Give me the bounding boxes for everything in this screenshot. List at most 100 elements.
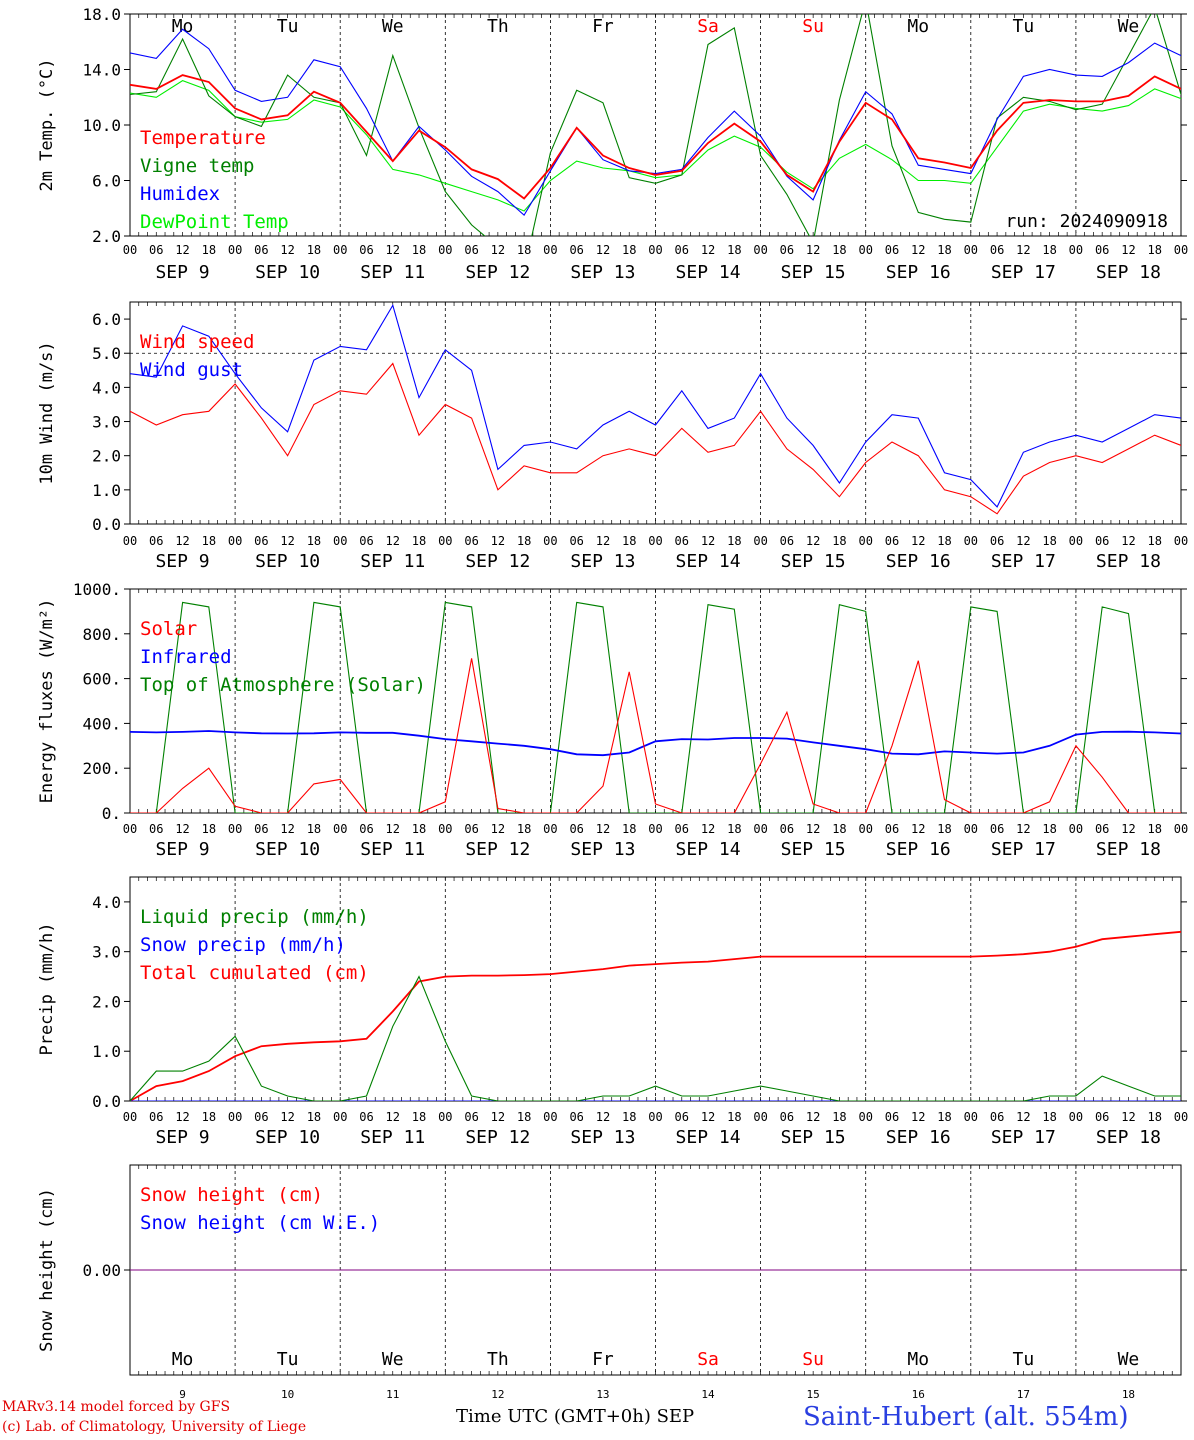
hour-tick-label: 12 xyxy=(1121,534,1135,548)
hour-tick-label: 06 xyxy=(254,1110,268,1124)
series-line-liquid-precip-mm-h xyxy=(130,975,1181,1101)
hour-tick-label: 12 xyxy=(1016,534,1030,548)
hour-tick-label: 06 xyxy=(464,1110,478,1124)
day-of-week-label: Sa xyxy=(697,1349,719,1370)
date-label: SEP 17 xyxy=(991,551,1056,572)
hour-tick-label: 06 xyxy=(885,534,899,548)
legend-entry: Snow height (cm) xyxy=(140,1184,323,1206)
hour-tick-label: 18 xyxy=(202,534,216,548)
hour-tick-label: 00 xyxy=(228,1110,242,1124)
day-number-label: 12 xyxy=(491,1388,504,1401)
hour-tick-label: 18 xyxy=(307,534,321,548)
legend-entry: Temperature xyxy=(140,127,266,149)
y-tick-label: 200. xyxy=(82,759,121,778)
hour-tick-label: 18 xyxy=(517,822,531,836)
x-axis-title: Time UTC (GMT+0h) SEP xyxy=(456,1406,695,1427)
hour-tick-label: 00 xyxy=(228,243,242,257)
y-tick-label: 1000. xyxy=(73,580,121,599)
date-label: SEP 13 xyxy=(570,262,635,283)
y-tick-label: 18.0 xyxy=(82,5,121,24)
hour-tick-label: 00 xyxy=(648,243,662,257)
date-label: SEP 10 xyxy=(255,551,320,572)
hour-tick-label: 00 xyxy=(543,534,557,548)
date-label: SEP 15 xyxy=(781,262,846,283)
hour-tick-label: 00 xyxy=(123,243,137,257)
hour-tick-label: 12 xyxy=(806,243,820,257)
hour-tick-label: 00 xyxy=(858,822,872,836)
hour-tick-label: 06 xyxy=(675,243,689,257)
hour-tick-label: 12 xyxy=(280,243,294,257)
legend-entry: Liquid precip (mm/h) xyxy=(140,906,369,928)
day-number-label: 9 xyxy=(179,1388,186,1401)
date-label: SEP 9 xyxy=(155,1127,209,1148)
hour-tick-label: 00 xyxy=(1174,1110,1188,1124)
hour-tick-label: 18 xyxy=(412,534,426,548)
hour-tick-label: 00 xyxy=(964,534,978,548)
hour-tick-label: 00 xyxy=(964,1110,978,1124)
hour-tick-label: 06 xyxy=(1095,243,1109,257)
hour-tick-label: 12 xyxy=(806,534,820,548)
day-of-week-label: Mo xyxy=(172,16,194,37)
hour-tick-label: 06 xyxy=(990,243,1004,257)
hour-tick-label: 00 xyxy=(438,822,452,836)
date-label: SEP 12 xyxy=(465,551,530,572)
hour-tick-label: 12 xyxy=(701,243,715,257)
hour-tick-label: 12 xyxy=(175,822,189,836)
hour-tick-label: 18 xyxy=(1147,822,1161,836)
day-of-week-label: Tu xyxy=(1013,16,1035,37)
day-of-week-label: Th xyxy=(487,16,509,37)
y-tick-label: 2.0 xyxy=(92,992,121,1011)
hour-tick-label: 06 xyxy=(1095,534,1109,548)
hour-tick-label: 12 xyxy=(491,822,505,836)
y-tick-label: 10.0 xyxy=(82,116,121,135)
y-tick-label: 0. xyxy=(102,804,121,823)
run-annotation: run: 2024090918 xyxy=(1005,211,1168,232)
day-of-week-label: Tu xyxy=(1013,1349,1035,1370)
hour-tick-label: 12 xyxy=(911,822,925,836)
y-tick-label: 6.0 xyxy=(92,310,121,329)
hour-tick-label: 18 xyxy=(622,822,636,836)
y-tick-label: 3.0 xyxy=(92,413,121,432)
hour-tick-label: 18 xyxy=(202,822,216,836)
legend-entry: Solar xyxy=(140,618,197,640)
y-tick-label: 6.0 xyxy=(92,172,121,191)
day-number-label: 11 xyxy=(386,1388,399,1401)
day-of-week-label: Tu xyxy=(277,16,299,37)
legend-entry: Infrared xyxy=(140,646,232,668)
date-label: SEP 9 xyxy=(155,551,209,572)
hour-tick-label: 00 xyxy=(1069,822,1083,836)
y-tick-label: 2.0 xyxy=(92,227,121,246)
y-tick-label: 4.0 xyxy=(92,893,121,912)
y-tick-label: 600. xyxy=(82,670,121,689)
panel-energy: 0. 200. 400. 600. 800. 1000. Energy fluxes (W/… xyxy=(37,580,1188,860)
hour-tick-label: 06 xyxy=(464,534,478,548)
hour-tick-label: 06 xyxy=(569,534,583,548)
date-label: SEP 10 xyxy=(255,839,320,860)
legend-entry: Humidex xyxy=(140,183,220,205)
day-of-week-label: Su xyxy=(802,1349,824,1370)
hour-tick-label: 06 xyxy=(990,1110,1004,1124)
day-of-week-label: Fr xyxy=(592,1349,614,1370)
date-label: SEP 18 xyxy=(1096,1127,1161,1148)
hour-tick-label: 06 xyxy=(675,1110,689,1124)
day-number-label: 15 xyxy=(807,1388,820,1401)
day-of-week-label: Mo xyxy=(907,16,929,37)
series-line-total-cumulated-cm xyxy=(130,930,1181,1101)
hour-tick-label: 00 xyxy=(228,534,242,548)
series-line-infrared xyxy=(130,730,1181,757)
hour-tick-label: 06 xyxy=(254,243,268,257)
hour-tick-label: 00 xyxy=(438,534,452,548)
hour-tick-label: 12 xyxy=(1016,822,1030,836)
day-of-week-label: Tu xyxy=(277,1349,299,1370)
y-tick-label: 0.0 xyxy=(92,515,121,534)
date-label: SEP 14 xyxy=(676,262,741,283)
hour-tick-label: 18 xyxy=(937,243,951,257)
legend-entry: Vigne temp xyxy=(140,155,254,177)
hour-tick-label: 18 xyxy=(1147,243,1161,257)
day-number-label: 14 xyxy=(701,1388,715,1401)
y-axis-label: 2m Temp. (°C) xyxy=(37,58,57,191)
hour-tick-label: 18 xyxy=(622,534,636,548)
y-tick-label: 0.0 xyxy=(92,1092,121,1111)
date-label: SEP 16 xyxy=(886,839,951,860)
hour-tick-label: 06 xyxy=(149,243,163,257)
